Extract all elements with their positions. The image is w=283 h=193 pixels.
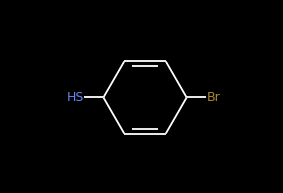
Text: HS: HS	[67, 91, 84, 104]
Text: Br: Br	[206, 91, 220, 104]
